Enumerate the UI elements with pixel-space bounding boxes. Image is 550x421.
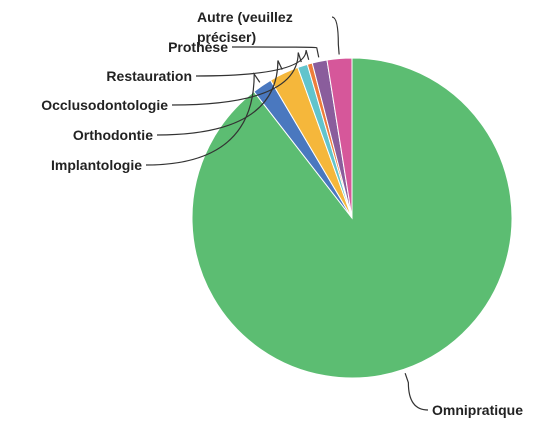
- leader-line: [195, 50, 310, 77]
- slice-label: Autre (veuillez préciser): [197, 9, 293, 45]
- slice-label: Implantologie: [51, 157, 142, 173]
- leader-line: [231, 46, 320, 58]
- leader-line: [145, 72, 261, 166]
- slice-label: Restauration: [106, 68, 192, 84]
- slice-label: Occlusodontologie: [41, 97, 168, 113]
- slice-label: Omnipratique: [432, 402, 524, 418]
- slice-label: Prothèse: [168, 39, 228, 55]
- leader-line: [404, 372, 429, 411]
- leader-line: [156, 60, 283, 136]
- leader-line: [331, 16, 340, 55]
- leader-line: [171, 52, 302, 106]
- pie-slice: [326, 57, 353, 219]
- slice-label: Orthodontie: [72, 127, 153, 143]
